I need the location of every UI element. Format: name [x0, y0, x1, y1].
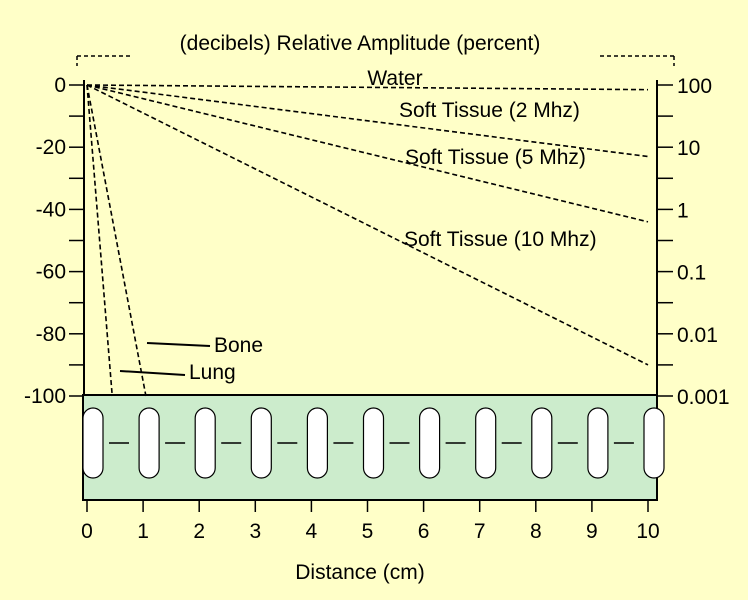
transducer-element [362, 407, 385, 479]
transducer-element [82, 407, 104, 479]
bone-line [86, 84, 147, 397]
x-tick-label: 6 [418, 520, 430, 543]
x-axis-ticks: 0 1 2 3 4 5 6 7 8 9 10 [81, 500, 660, 543]
transducer-element [531, 407, 553, 479]
chart-title: (decibels) Relative Amplitude (percent) [180, 32, 541, 55]
attenuation-curves [86, 84, 649, 397]
series-label-bone: Bone [214, 334, 263, 357]
x-tick-label: 1 [137, 520, 149, 543]
right-tick-label: 100 [677, 75, 712, 98]
x-tick-label: 3 [249, 520, 261, 543]
transducer-element [138, 407, 160, 479]
lung-label-leader [119, 370, 186, 376]
bone-label-leader [146, 342, 211, 347]
left-tick-label: -80 [36, 323, 66, 346]
left-tick-label: -100 [24, 385, 66, 408]
right-tick-label: 1 [677, 199, 689, 222]
left-tick-label: -60 [36, 261, 66, 284]
transducer-element [250, 407, 272, 479]
lung-line [86, 84, 114, 397]
transducer-element [194, 407, 216, 479]
title-bracket [76, 55, 675, 66]
x-axis-label: Distance (cm) [295, 561, 425, 584]
transducer-element [587, 407, 609, 479]
x-tick-label: 9 [586, 520, 598, 543]
series-label-soft-tissue-5mhz: Soft Tissue (5 Mhz) [405, 146, 586, 169]
x-tick-label: 5 [362, 520, 374, 543]
series-label-soft-tissue-10mhz: Soft Tissue (10 Mhz) [404, 228, 597, 251]
soft-tissue-5mhz-line [86, 84, 649, 223]
left-axis-ticks: 0 -20 -40 -60 -80 -100 [24, 74, 84, 408]
x-tick-label: 0 [81, 520, 93, 543]
right-tick-label: 10 [677, 137, 700, 160]
right-axis-ticks: 100 10 1 0.1 0.01 0.001 [657, 75, 730, 409]
left-tick-label: 0 [54, 74, 66, 97]
x-tick-label: 10 [636, 520, 659, 543]
left-tick-label: -20 [36, 136, 66, 159]
series-label-water: Water [367, 67, 422, 90]
transducer-elements [82, 407, 665, 479]
x-tick-label: 2 [193, 520, 205, 543]
water-line [86, 84, 649, 91]
soft-tissue-10mhz-line [86, 84, 649, 366]
soft-tissue-2mhz-line [86, 84, 649, 158]
series-label-lung: Lung [189, 361, 236, 384]
series-label-soft-tissue-2mhz: Soft Tissue (2 Mhz) [399, 99, 580, 122]
right-tick-label: 0.001 [677, 386, 730, 409]
transducer-element [306, 407, 328, 479]
transducer-element [643, 407, 665, 479]
transducer-element [419, 407, 441, 479]
x-tick-label: 7 [474, 520, 486, 543]
right-tick-label: 0.01 [677, 324, 718, 347]
left-tick-label: -40 [36, 198, 66, 221]
x-tick-label: 4 [306, 520, 318, 543]
x-tick-label: 8 [530, 520, 542, 543]
right-tick-label: 0.1 [677, 262, 706, 285]
transducer-element [475, 407, 497, 479]
